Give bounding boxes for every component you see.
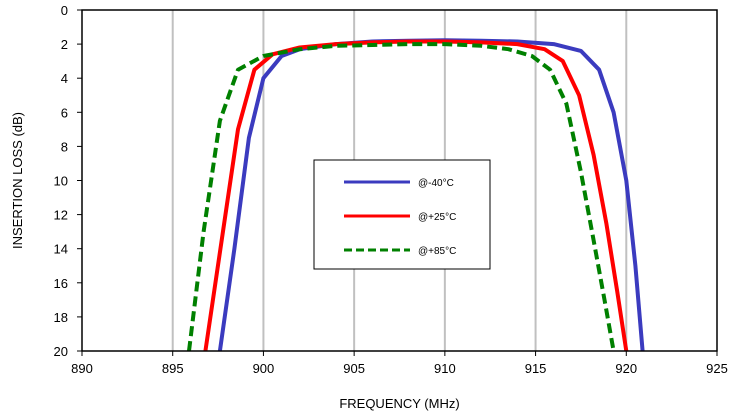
legend-label-3: @+85°C	[418, 246, 456, 257]
x-tick-label-910: 910	[434, 361, 456, 376]
y-tick-label-20: 20	[54, 344, 68, 359]
x-tick-label-905: 905	[343, 361, 365, 376]
x-tick-label-890: 890	[71, 361, 93, 376]
axis-ticks: 890 895 900 905 910 915 920 925 0 2 4 6 8 10 12 14 16 18 2…	[54, 3, 728, 376]
y-tick-label-14: 14	[54, 242, 68, 257]
legend: @-40°C @+25°C @+85°C	[313, 159, 491, 270]
y-tick-label-4: 4	[61, 71, 68, 86]
y-tick-label-18: 18	[54, 310, 68, 325]
series-line-3	[187, 42, 616, 352]
x-tick-label-900: 900	[253, 361, 275, 376]
series-lines	[187, 38, 645, 352]
x-tick-label-895: 895	[162, 361, 184, 376]
legend-label-1: @-40°C	[418, 178, 454, 189]
legend-label-2: @+25°C	[418, 212, 456, 223]
x-tick-label-925: 925	[706, 361, 728, 376]
y-tick-label-16: 16	[54, 276, 68, 291]
y-tick-label-8: 8	[61, 139, 68, 154]
x-tick-label-915: 915	[525, 361, 547, 376]
y-tick-label-12: 12	[54, 208, 68, 223]
y-tick-label-6: 6	[61, 105, 68, 120]
x-tick-label-920: 920	[615, 361, 637, 376]
x-axis-title: FREQUENCY (MHz)	[339, 396, 459, 411]
y-tick-label-10: 10	[54, 174, 68, 189]
y-tick-label-0: 0	[61, 3, 68, 18]
y-tick-label-2: 2	[61, 37, 68, 52]
y-axis-title: INSERTION LOSS (dB)	[10, 112, 25, 249]
series-line-2	[203, 39, 629, 352]
